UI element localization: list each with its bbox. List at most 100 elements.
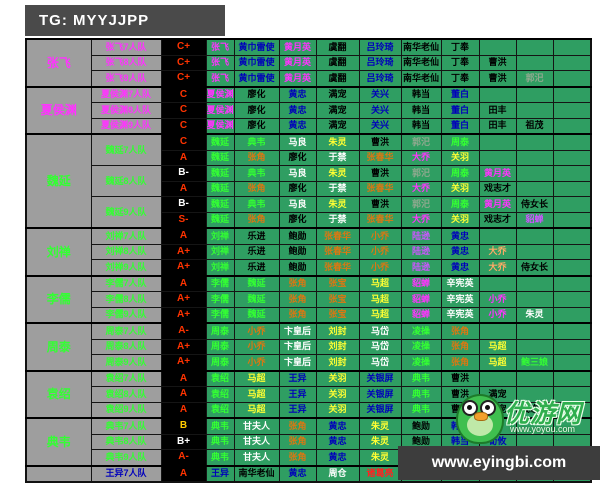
member-cell: 丁奉 (440, 54, 480, 71)
member-cell: 戏志才 (515, 401, 554, 419)
member-cell: 马良 (278, 165, 317, 182)
member-cell: 张角 (233, 211, 280, 229)
member-cell: 董白 (440, 85, 480, 103)
member-cell (552, 149, 592, 166)
member-cell (552, 274, 592, 292)
team-table: 张飞 张飞7人队 C+ 张飞 黄巾雷使 黄月英 虞翻 吕玲琦 南华老仙 丁奉 张飞8人队 C+ 张飞 黄巾… (25, 38, 592, 483)
member-cell: 满宠 (478, 386, 517, 403)
member-cell: 鲍勋 (278, 243, 317, 260)
member-cell: 陆逊 (400, 243, 442, 260)
member-cell: 李儒 (205, 291, 235, 308)
grade-cell: A+ (160, 243, 207, 260)
table-row: 夏侯渊8人队 C 夏侯渊 廖化 黄忠 满宠 关兴 韩当 董白 田丰 (26, 102, 592, 119)
grade-cell: A (160, 274, 207, 292)
table-row: 夏侯渊 夏侯渊7人队 C 夏侯渊 廖化 黄忠 满宠 关兴 韩当 董白 (25, 85, 592, 135)
member-cell: 曹洪 (358, 133, 402, 151)
member-cell: 张角 (233, 149, 280, 166)
member-cell: 韩当 (440, 417, 480, 435)
member-cell: 马超 (358, 274, 402, 292)
member-cell: 小乔 (233, 354, 280, 371)
team-cell: 刘禅7人队 (90, 227, 162, 245)
member-cell: 张角 (440, 322, 480, 340)
member-cell: 黄忠 (440, 259, 480, 276)
member-cell: 黄忠 (278, 102, 317, 119)
member-cell: 关羽 (315, 401, 360, 419)
member-cell (552, 243, 592, 260)
member-cell (552, 322, 592, 340)
member-cell: 郭汜 (400, 196, 442, 213)
member-cell: 马超 (358, 291, 402, 308)
team-cell: 周泰8人队 (90, 338, 162, 355)
member-cell: 陆逊 (400, 259, 442, 276)
member-cell: 马超 (233, 369, 280, 387)
member-cell: 周泰 (440, 165, 480, 182)
member-cell: 马良 (278, 133, 317, 151)
team-cell: 袁绍7人队 (90, 369, 162, 387)
grade-cell: C (160, 102, 207, 119)
member-cell: 田丰 (478, 117, 517, 135)
member-cell: 关银屏 (358, 401, 402, 419)
member-cell: 大乔 (478, 259, 517, 276)
table-row: 刘禅8人队 A+ 刘禅 乐进 鲍勋 张春华 小乔 陆逊 黄忠 大乔 (26, 243, 592, 260)
member-cell: 魏延 (233, 306, 280, 324)
grade-cell: B (160, 417, 207, 435)
member-cell: 朱灵 (358, 417, 402, 435)
member-cell: 乐进 (233, 243, 280, 260)
table-row: 张飞9人队 C+ 张飞 黄巾雷使 黄月英 虞翻 吕玲琦 南华老仙 丁奉 曹洪 郭汜 (26, 70, 592, 87)
member-cell: 侍女长 (515, 259, 554, 276)
member-cell: 关兴 (358, 102, 402, 119)
member-cell: 满宠 (315, 102, 360, 119)
member-cell: 典韦 (205, 449, 235, 466)
grade-cell: C+ (160, 54, 207, 71)
member-cell: 张角 (278, 274, 317, 292)
team-cell: 魏延9人队 (90, 196, 162, 229)
member-cell: 魏延 (233, 291, 280, 308)
member-cell: 廖化 (233, 117, 280, 135)
grade-cell: B- (160, 196, 207, 213)
member-cell (478, 417, 517, 435)
member-cell: 大乔 (478, 243, 517, 260)
member-cell (478, 369, 517, 387)
member-cell: 黄巾雷使 (233, 38, 280, 56)
member-cell (552, 165, 592, 182)
member-cell: 关羽 (315, 369, 360, 387)
member-cell: 于禁 (315, 149, 360, 166)
member-cell: 田丰 (478, 102, 517, 119)
member-cell: 魏延 (205, 196, 235, 213)
member-cell (515, 133, 554, 151)
member-cell: 关羽 (440, 211, 480, 229)
member-cell: 曹洪 (358, 165, 402, 182)
member-cell (515, 386, 554, 403)
member-cell: 魏延 (205, 211, 235, 229)
member-cell: 黄月英 (478, 165, 517, 182)
team-cell: 刘禅9人队 (90, 259, 162, 276)
member-cell: 马超 (358, 306, 402, 324)
member-cell (552, 369, 592, 387)
member-cell: 黄忠 (278, 117, 317, 135)
member-cell: 满宠 (315, 117, 360, 135)
member-cell (515, 180, 554, 197)
member-cell (515, 274, 554, 292)
table-row: 李儒9人队 A+ 李儒 魏延 张角 张宝 马超 貂蝉 辛宪英 小乔 朱灵 (26, 306, 592, 324)
team-cell: 夏侯渊7人队 (90, 85, 162, 103)
member-cell: 郭汜 (400, 165, 442, 182)
member-cell (478, 274, 517, 292)
member-cell: 鲍勋 (400, 417, 442, 435)
member-cell (515, 54, 554, 71)
member-cell: 曹洪 (358, 196, 402, 213)
team-sheet: 张飞 张飞7人队 C+ 张飞 黄巾雷使 黄月英 虞翻 吕玲琦 南华老仙 丁奉 张飞8人队 C+ 张飞 黄巾… (25, 38, 592, 483)
member-cell: 马超 (478, 338, 517, 355)
table-row: 刘禅 刘禅7人队 A 刘禅 乐进 鲍勋 张春华 小乔 陆逊 黄忠 (25, 227, 592, 276)
member-cell (515, 149, 554, 166)
member-cell: 张春华 (315, 259, 360, 276)
member-cell: 朱灵 (358, 433, 402, 450)
member-cell: 朱灵 (358, 449, 402, 466)
member-cell: 大乔 (400, 211, 442, 229)
grade-cell: A+ (160, 306, 207, 324)
member-cell (552, 38, 592, 56)
member-cell: 黄忠 (440, 243, 480, 260)
member-cell: 刘封 (315, 338, 360, 355)
member-cell: 周泰 (440, 196, 480, 213)
member-cell: 辛宪英 (440, 274, 480, 292)
